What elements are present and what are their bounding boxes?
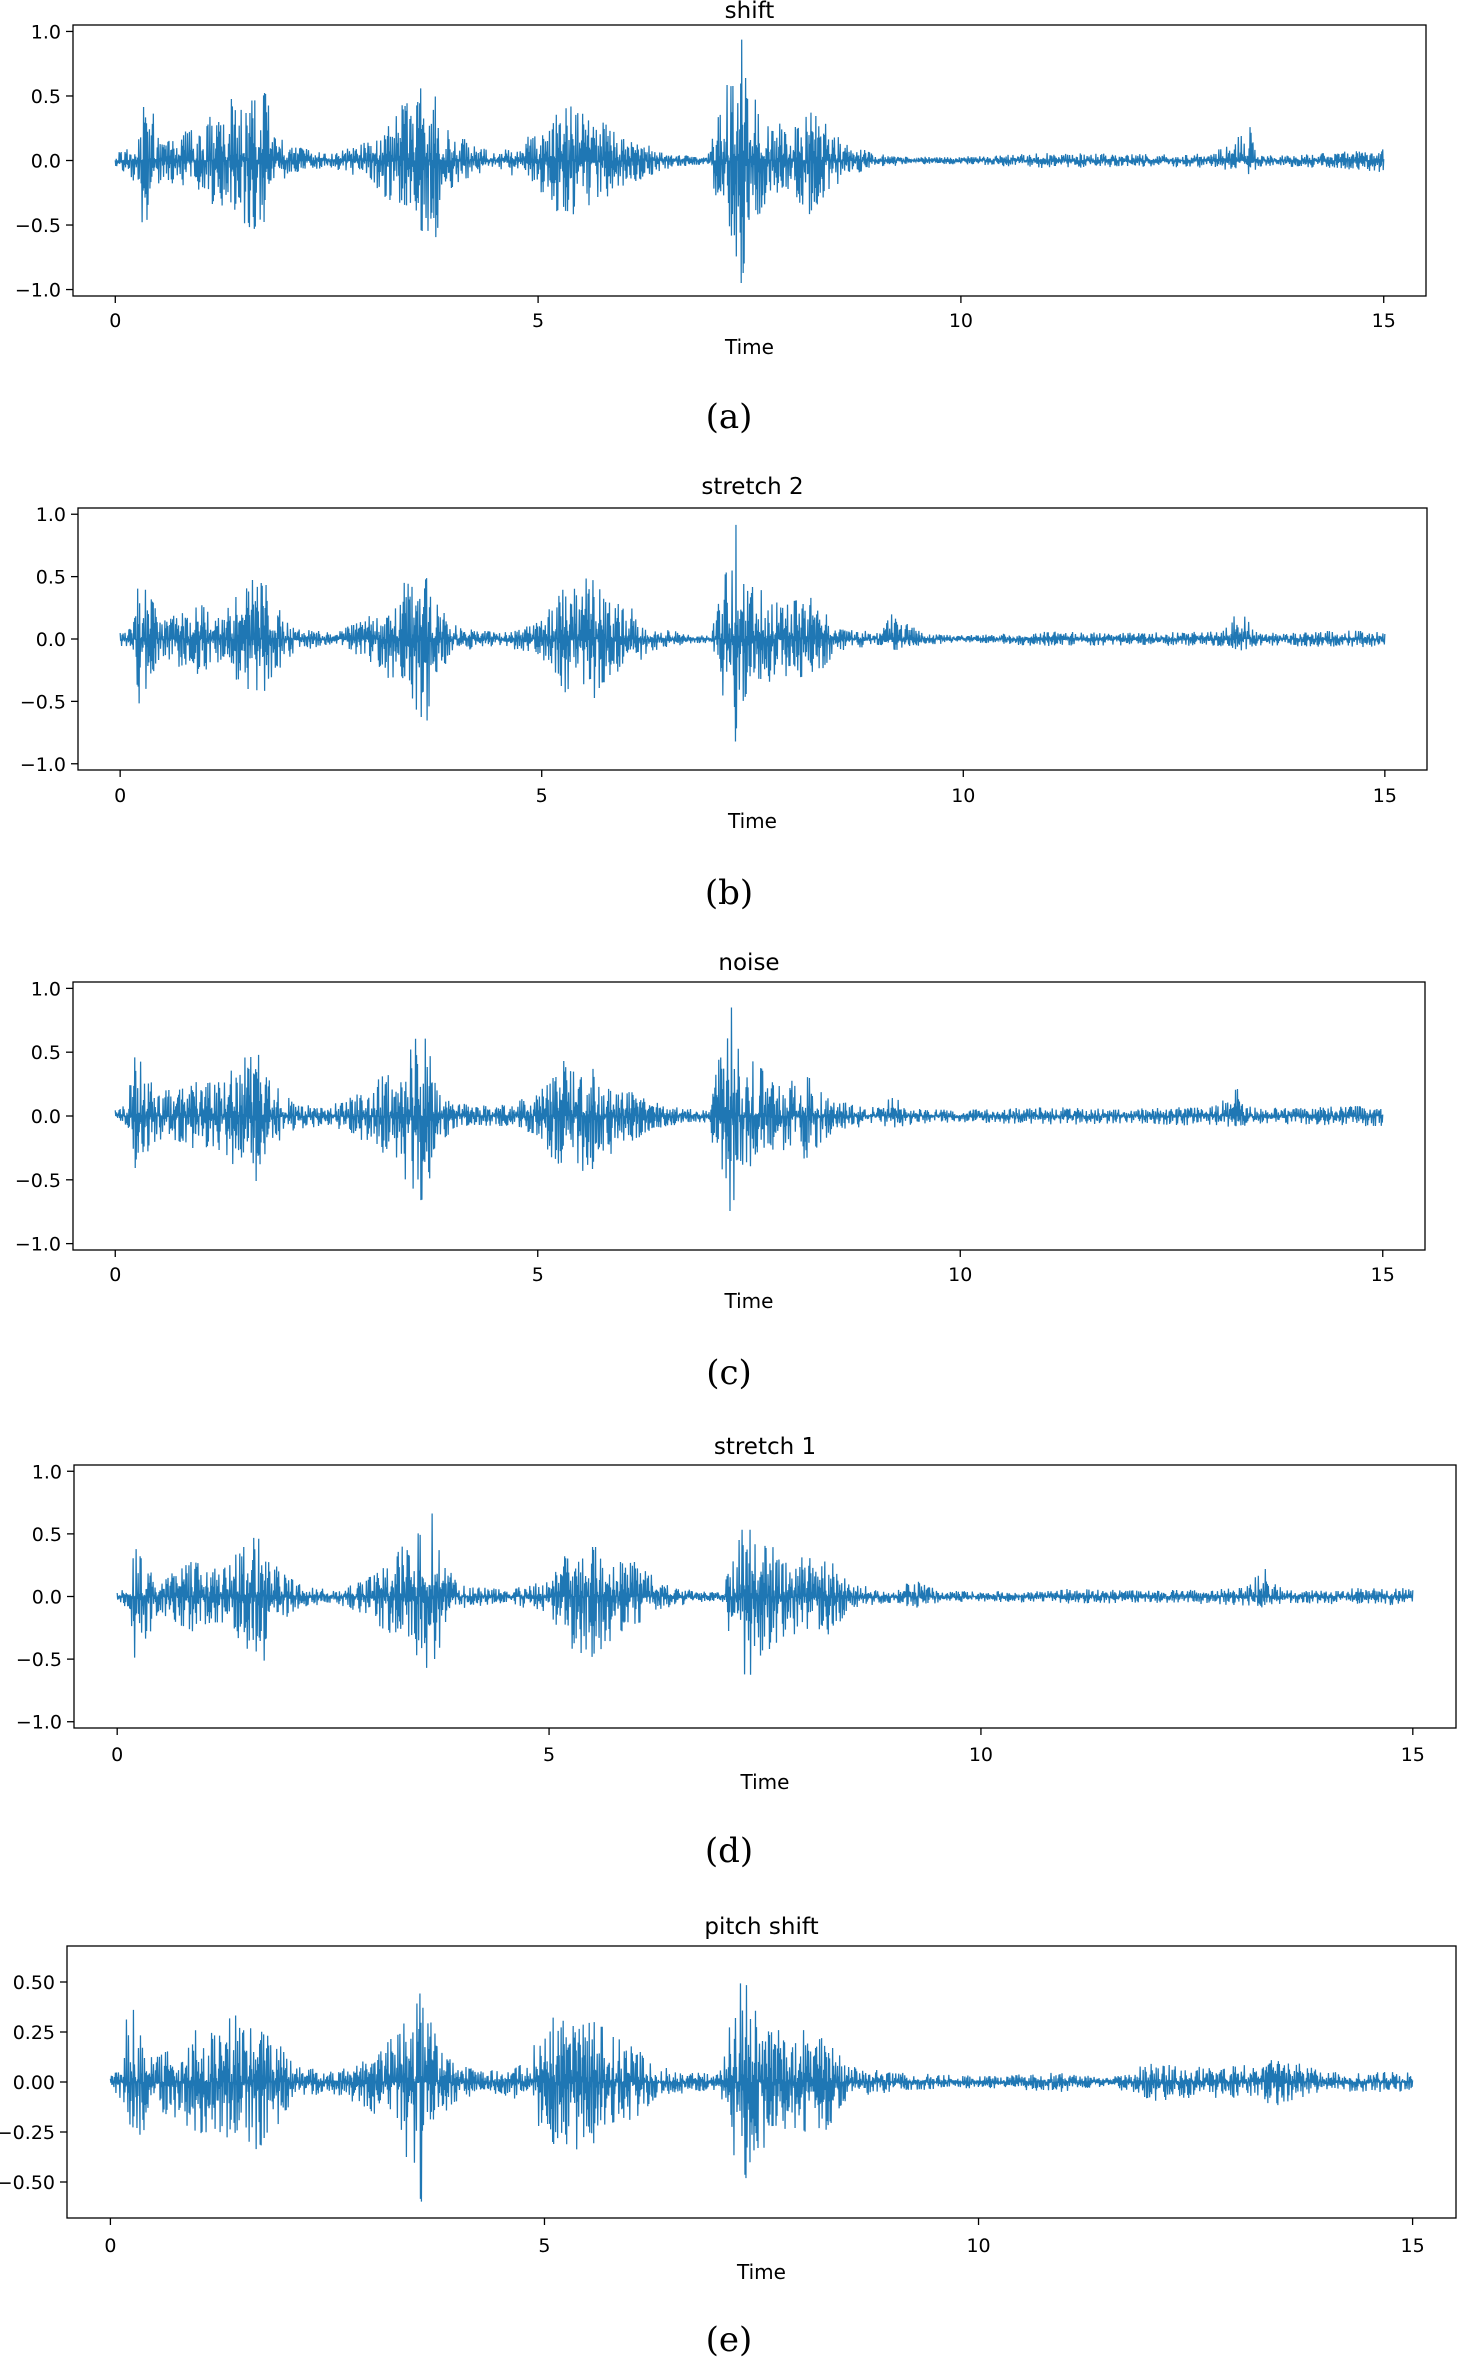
y-tick-label: −1.0 <box>20 754 66 776</box>
x-tick-label: 15 <box>1371 1264 1395 1286</box>
y-tick-label: 0.5 <box>31 86 61 108</box>
x-tick-label: 5 <box>536 785 548 807</box>
y-tick-label: 1.0 <box>31 21 61 43</box>
y-tick-label: 0.5 <box>32 1524 62 1546</box>
y-tick-label: −0.5 <box>16 1649 62 1671</box>
y-tick-label: 0.0 <box>32 1587 62 1609</box>
y-tick-label: 1.0 <box>31 978 61 1000</box>
y-tick-label: 0.0 <box>36 629 66 651</box>
y-tick-label: −0.25 <box>0 2122 55 2144</box>
chart-title: shift <box>725 0 775 24</box>
y-tick-label: 1.0 <box>32 1461 62 1483</box>
x-axis-label: Time <box>724 1289 774 1313</box>
chart-title: pitch shift <box>704 1914 818 1940</box>
chart-title: stretch 1 <box>714 1434 816 1460</box>
panel-a: 0 5 10 15 1.0 0.5 0.0 −0.5 −1.0 shift Time (a) <box>15 0 1427 437</box>
y-tick-label: 0.0 <box>31 151 61 173</box>
x-tick-label: 10 <box>948 1264 972 1286</box>
x-tick-label: 0 <box>104 2235 116 2257</box>
panel-caption: (a) <box>706 397 753 437</box>
x-tick-label: 0 <box>109 310 121 332</box>
x-tick-label: 10 <box>969 1744 993 1766</box>
y-tick-label: −0.50 <box>0 2172 55 2194</box>
y-tick-label: −1.0 <box>16 1712 62 1734</box>
x-axis-label: Time <box>740 1770 790 1794</box>
chart-title: noise <box>718 950 779 976</box>
x-axis-label: Time <box>724 335 774 359</box>
waveform-series <box>109 1983 1414 2202</box>
x-axis-label: Time <box>736 2260 786 2284</box>
panel-d: 0 5 10 15 1.0 0.5 0.0 −0.5 −1.0 stretch 1 Time (d) <box>16 1434 1457 1871</box>
x-tick-label: 10 <box>966 2235 990 2257</box>
y-tick-label: 0.5 <box>36 567 66 589</box>
y-tick-label: 0.50 <box>13 1972 55 1994</box>
y-tick-label: 1.0 <box>36 504 66 526</box>
waveform-series <box>114 1007 1384 1212</box>
y-tick-label: 0.5 <box>31 1042 61 1064</box>
y-tick-label: −0.5 <box>15 1170 61 1192</box>
x-tick-label: 5 <box>532 1264 544 1286</box>
panel-e: 0 5 10 15 0.50 0.25 0.00 −0.25 −0.50 pitch shift T… <box>0 1914 1457 2360</box>
x-tick-label: 15 <box>1373 785 1397 807</box>
x-tick-label: 0 <box>114 785 126 807</box>
y-tick-label: 0.25 <box>13 2022 55 2044</box>
x-tick-label: 5 <box>532 310 544 332</box>
x-tick-label: 0 <box>109 1264 121 1286</box>
panel-b: 0 5 10 15 1.0 0.5 0.0 −0.5 −1.0 stretch 2 Time (b) <box>20 474 1428 913</box>
waveform-series <box>114 39 1385 284</box>
panel-caption: (c) <box>706 1353 752 1393</box>
panel-caption: (d) <box>705 1831 753 1871</box>
y-tick-label: −0.5 <box>20 691 66 713</box>
x-tick-label: 0 <box>111 1744 123 1766</box>
x-tick-label: 10 <box>949 310 973 332</box>
panel-caption: (e) <box>706 2320 753 2360</box>
x-tick-label: 15 <box>1401 2235 1425 2257</box>
y-tick-label: −1.0 <box>15 280 61 302</box>
y-tick-label: 0.00 <box>13 2072 55 2094</box>
waveform-series <box>119 524 1386 742</box>
x-tick-label: 15 <box>1401 1744 1425 1766</box>
x-tick-label: 15 <box>1372 310 1396 332</box>
chart-title: stretch 2 <box>701 474 803 500</box>
x-axis-label: Time <box>727 809 777 833</box>
x-tick-label: 5 <box>543 1744 555 1766</box>
waveform-series <box>116 1513 1414 1675</box>
panel-caption: (b) <box>705 873 753 913</box>
x-tick-label: 5 <box>538 2235 550 2257</box>
y-tick-label: −1.0 <box>15 1234 61 1256</box>
panel-c: 0 5 10 15 1.0 0.5 0.0 −0.5 −1.0 noise Time (c) <box>15 950 1426 1393</box>
y-tick-label: 0.0 <box>31 1106 61 1128</box>
y-tick-label: −0.5 <box>15 215 61 237</box>
x-tick-label: 10 <box>951 785 975 807</box>
